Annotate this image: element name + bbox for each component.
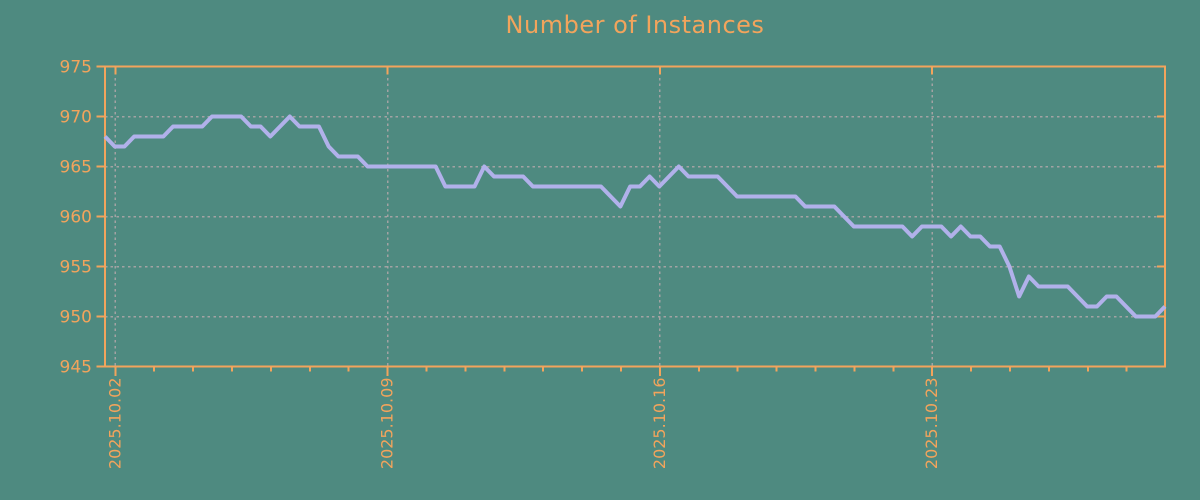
y-tick-label: 950 (60, 308, 92, 328)
y-tick-label: 955 (60, 258, 92, 278)
y-tick-label: 965 (60, 158, 92, 178)
x-tick-label: 2025.10.23 (922, 378, 941, 470)
y-tick-label: 960 (60, 208, 92, 228)
series-line (103, 114, 1167, 319)
y-tick-label: 945 (60, 358, 92, 378)
y-tick-label: 975 (60, 58, 92, 78)
x-tick-label: 2025.10.16 (650, 378, 669, 470)
x-tick-label: 2025.10.09 (378, 378, 397, 470)
chart-title: Number of Instances (505, 11, 765, 39)
y-tick-label: 970 (60, 108, 92, 128)
x-tick-label: 2025.10.02 (105, 378, 124, 470)
